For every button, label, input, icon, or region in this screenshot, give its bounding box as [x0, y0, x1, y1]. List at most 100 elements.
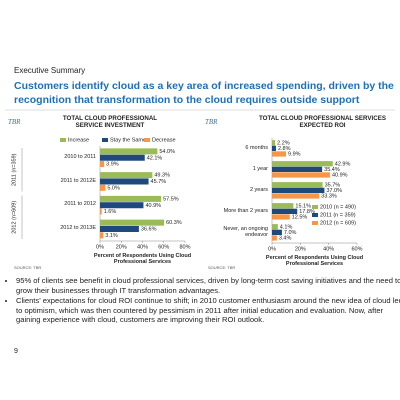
legend-label: Decrease — [152, 137, 176, 143]
bar — [272, 235, 277, 241]
value-label: 42.9% — [335, 161, 351, 167]
value-label: 1.6% — [104, 209, 117, 215]
y-tick-label: More than 2 years — [223, 207, 268, 214]
value-label: 33.3% — [321, 194, 337, 200]
bar — [272, 203, 294, 209]
y-tick-label: 2010 to 2011 — [64, 153, 96, 160]
chart-title: TOTAL CLOUD PROFESSIONAL SERVICES EXPECT… — [259, 115, 386, 129]
y-tick-label: 2011 to 2012 — [64, 201, 96, 208]
value-label: 42.1% — [147, 155, 163, 161]
value-label: 35.7% — [325, 182, 341, 188]
legend-label: 2012 (n = 609) — [320, 220, 356, 226]
value-label: 57.5% — [163, 196, 179, 202]
logo: TBR — [205, 118, 218, 126]
value-label: 45.7% — [151, 179, 167, 185]
value-label: 40.9% — [332, 173, 348, 179]
slide-title: Customers identify cloud as a key area o… — [14, 80, 394, 106]
value-label: 49.3% — [154, 173, 170, 179]
x-tick-label: 20% — [116, 244, 127, 250]
value-label: 3.1% — [105, 233, 118, 239]
x-tick-label: 60% — [351, 246, 362, 252]
bar — [272, 140, 276, 146]
legend-label: 2010 (n = 490) — [320, 204, 356, 210]
bar — [272, 166, 323, 172]
value-label: 3.9% — [106, 162, 119, 168]
bar — [100, 148, 158, 155]
value-label: 2.8% — [278, 146, 291, 152]
value-label: 7.0% — [284, 230, 297, 236]
bar — [100, 154, 145, 161]
group-label: 2012 (n=609) — [11, 201, 17, 234]
x-tick-label: 80% — [179, 244, 190, 250]
bar — [272, 214, 290, 220]
value-label: 12.5% — [292, 215, 308, 221]
chart-title: TOTAL CLOUD PROFESSIONAL SERVICE INVESTM… — [62, 115, 158, 129]
value-label: 40.9% — [145, 203, 161, 209]
value-label: 36.6% — [141, 227, 157, 233]
source-note: SOURCE: TBR — [14, 265, 42, 270]
x-tick-label: 40% — [323, 246, 334, 252]
bar — [272, 172, 330, 178]
y-tick-label: Never, an ongoing endeavor — [223, 225, 268, 238]
y-tick-label: 1 year — [252, 165, 268, 172]
value-label: 5.0% — [107, 185, 120, 191]
bar — [100, 195, 162, 202]
legend-swatch — [312, 221, 318, 225]
bar — [100, 225, 139, 232]
bar — [272, 208, 298, 214]
x-tick-label: 40% — [137, 244, 148, 250]
bar — [272, 182, 323, 188]
value-label: 15.1% — [295, 203, 311, 209]
value-label: 4.1% — [280, 224, 293, 230]
x-tick-label: 0% — [268, 246, 276, 252]
bullet: Clients' expectations for cloud ROI cont… — [16, 296, 400, 326]
bullet-list: 95% of clients see benefit in cloud prof… — [4, 276, 400, 325]
bar — [100, 178, 149, 185]
legend-label: Increase — [68, 137, 89, 143]
x-tick-label: 60% — [158, 244, 169, 250]
legend-swatch — [312, 213, 318, 217]
bar — [272, 161, 333, 167]
bar — [272, 187, 325, 193]
bar — [100, 232, 104, 239]
bar — [272, 145, 276, 151]
bar — [100, 172, 153, 179]
legend-label: 2011 (n = 359) — [320, 212, 356, 218]
value-label: 54.0% — [159, 149, 175, 155]
bar — [100, 184, 106, 191]
x-tick-label: 0% — [96, 244, 104, 250]
value-label: 2.2% — [277, 140, 290, 146]
value-label: 35.4% — [324, 167, 340, 173]
value-label: 60.3% — [166, 220, 182, 226]
x-tick-label: 20% — [295, 246, 306, 252]
bar — [272, 193, 320, 199]
group-label: 2011 (n=359) — [11, 153, 17, 186]
legend-swatch — [312, 205, 318, 209]
legend-swatch — [144, 138, 150, 142]
bar — [100, 219, 165, 226]
bar — [100, 202, 144, 209]
legend-swatch — [60, 138, 66, 142]
bar — [272, 151, 287, 157]
page-number: 9 — [14, 348, 18, 355]
bullet: 95% of clients see benefit in cloud prof… — [16, 276, 400, 296]
x-axis-title: Percent of Respondents Using Cloud Profe… — [93, 253, 192, 265]
source-note: SOURCE: TBR — [208, 265, 236, 270]
y-tick-label: 2012 to 2013E — [60, 225, 96, 232]
y-tick-label: 2011 to 2012E — [60, 177, 96, 184]
value-label: 37.0% — [326, 188, 342, 194]
value-label: 9.9% — [288, 152, 301, 158]
bar — [272, 224, 278, 230]
y-tick-label: 6 months — [245, 144, 268, 151]
bar — [272, 229, 282, 235]
value-label: 3.4% — [279, 236, 292, 242]
section-label: Executive Summary — [14, 66, 86, 75]
legend-label: Stay the Same — [110, 137, 146, 143]
logo: TBR — [8, 118, 21, 126]
legend-swatch — [102, 138, 108, 142]
y-tick-label: 2 years — [249, 186, 268, 193]
x-axis-title: Percent of Respondents Using Cloud Profe… — [265, 255, 364, 267]
bar — [100, 208, 102, 215]
